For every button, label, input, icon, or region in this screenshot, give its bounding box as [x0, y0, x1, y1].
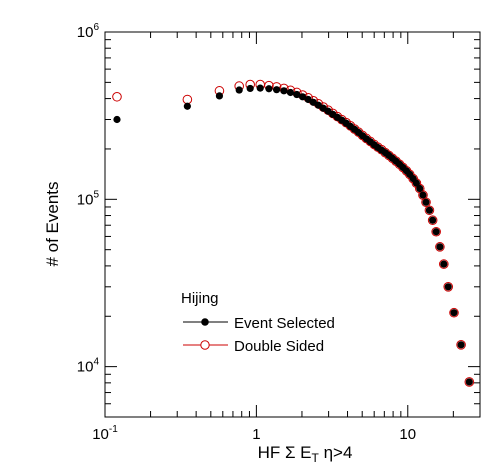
point-event-selected	[416, 184, 424, 193]
point-event-selected	[113, 115, 121, 124]
y-axis-title: # of Events	[43, 181, 62, 266]
point-double-sided	[112, 91, 122, 102]
point-double-sided	[182, 94, 193, 105]
legend: Hijing Event Selected Double Sided	[181, 290, 335, 355]
point-event-selected	[293, 90, 301, 99]
point-event-selected	[273, 86, 281, 94]
y-tick-label: 106	[77, 22, 100, 41]
point-event-selected	[436, 243, 444, 251]
point-double-sided	[449, 307, 459, 318]
point-event-selected	[419, 191, 427, 199]
point-event-selected	[465, 378, 473, 386]
point-event-selected	[444, 283, 452, 291]
point-double-sided	[421, 197, 431, 208]
point-event-selected	[412, 179, 420, 187]
legend-marker-double-sided	[200, 340, 210, 350]
point-event-selected	[425, 206, 434, 214]
x-axis-title: HF Σ ET η>4	[258, 443, 353, 465]
x-tick-label: 10	[399, 426, 416, 443]
point-event-selected	[440, 260, 448, 268]
point-event-selected	[299, 93, 307, 101]
tick-labels: 10-1 1 10 104 105 106	[77, 22, 416, 443]
point-event-selected	[256, 84, 264, 92]
x-tick-label: 10-1	[92, 424, 118, 443]
point-event-selected	[286, 88, 295, 97]
point-event-selected	[215, 92, 224, 100]
point-double-sided	[435, 242, 445, 252]
axis-ticks	[104, 31, 481, 418]
data-markers	[112, 79, 475, 387]
point-double-sided	[456, 340, 466, 350]
legend-label-double-sided: Double Sided	[234, 338, 324, 355]
point-double-sided	[439, 259, 449, 269]
y-tick-label: 104	[77, 357, 100, 376]
x-tick-label: 1	[252, 426, 260, 443]
point-double-sided	[443, 282, 454, 292]
legend-marker-event-selected	[201, 318, 209, 326]
point-double-sided	[424, 205, 435, 216]
point-event-selected	[457, 341, 465, 349]
point-double-sided	[464, 377, 475, 387]
point-double-sided	[431, 226, 441, 237]
point-event-selected	[280, 87, 288, 95]
plot-frame	[104, 31, 481, 418]
point-event-selected	[246, 84, 254, 93]
point-event-selected	[432, 228, 440, 236]
y-tick-label: 105	[77, 189, 100, 208]
point-event-selected	[422, 198, 430, 206]
legend-label-event-selected: Event Selected	[234, 315, 335, 332]
point-double-sided	[427, 215, 438, 226]
legend-title: Hijing	[181, 290, 219, 307]
point-event-selected	[235, 86, 243, 94]
point-event-selected	[429, 216, 437, 224]
point-event-selected	[183, 102, 191, 110]
point-event-selected	[450, 309, 458, 317]
point-event-selected	[265, 85, 273, 93]
